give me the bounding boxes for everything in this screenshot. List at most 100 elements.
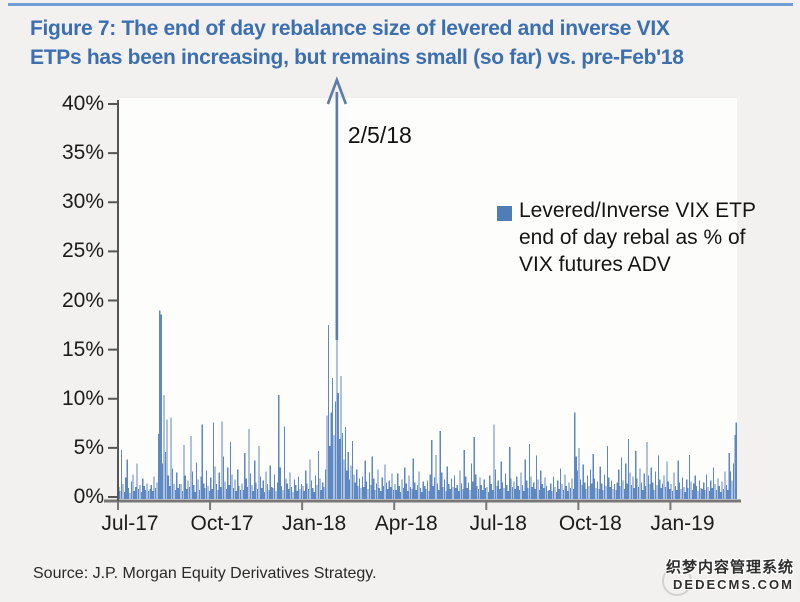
- bar: [501, 482, 504, 499]
- bar: [230, 441, 232, 499]
- bar: [215, 484, 218, 499]
- bar: [264, 492, 266, 499]
- bar: [298, 476, 300, 499]
- bar: [231, 474, 233, 499]
- bar: [656, 485, 658, 499]
- bar: [432, 486, 434, 499]
- bar: [679, 482, 681, 499]
- bar: [534, 489, 536, 499]
- bar: [652, 482, 654, 499]
- bar: [282, 490, 284, 499]
- bar: [456, 485, 458, 499]
- y-tick-label: 0%: [73, 485, 104, 508]
- bar: [245, 478, 247, 499]
- bar: [363, 487, 365, 499]
- bar: [547, 491, 549, 499]
- bar: [664, 487, 667, 499]
- bar: [140, 492, 142, 499]
- bar: [473, 437, 475, 499]
- bar: [249, 473, 252, 499]
- bar: [251, 485, 253, 499]
- bar: [196, 462, 198, 499]
- bar: [428, 491, 430, 499]
- bar: [564, 474, 566, 499]
- cms-watermark: 织梦内容管理系统 DEDECMS.COM: [666, 556, 794, 592]
- bar: [691, 490, 693, 499]
- title-top-rule: [8, 3, 793, 6]
- bar: [449, 489, 451, 499]
- bar: [419, 488, 422, 499]
- bar: [412, 458, 414, 499]
- bar: [272, 488, 274, 499]
- bar: [581, 485, 583, 499]
- bar: [247, 487, 249, 499]
- bar: [350, 465, 352, 499]
- bar: [207, 486, 209, 499]
- bar: [608, 477, 610, 499]
- bar: [305, 470, 307, 499]
- bar: [349, 479, 351, 499]
- bar: [511, 487, 514, 499]
- bar: [370, 485, 372, 499]
- bar: [327, 325, 329, 499]
- bar: [198, 490, 201, 499]
- bar: [443, 479, 446, 499]
- bar: [269, 465, 271, 499]
- bar: [176, 472, 178, 499]
- bar: [613, 484, 616, 499]
- bar: [129, 493, 131, 499]
- bar: [650, 467, 652, 499]
- y-tick-label: 15%: [61, 337, 104, 361]
- bar: [492, 490, 494, 499]
- bar: [735, 422, 737, 499]
- bar: [366, 481, 368, 499]
- bar: [388, 480, 390, 499]
- bar: [703, 482, 705, 499]
- bar: [466, 488, 468, 499]
- bar: [332, 378, 334, 499]
- bar: [244, 452, 246, 499]
- bar: [156, 482, 158, 499]
- bar: [572, 489, 574, 499]
- bar: [595, 488, 597, 499]
- bar: [731, 480, 733, 499]
- bar: [543, 488, 545, 499]
- bar: [162, 463, 164, 499]
- bar: [391, 473, 393, 499]
- bar: [558, 489, 560, 499]
- bar: [409, 487, 412, 499]
- bar: [545, 486, 548, 499]
- bar: [227, 467, 229, 499]
- bar: [698, 480, 701, 499]
- bar: [248, 429, 250, 499]
- bar: [401, 479, 403, 499]
- bar: [288, 489, 290, 499]
- bar: [187, 480, 189, 499]
- bar: [619, 486, 621, 499]
- bar: [479, 477, 481, 499]
- bar: [135, 487, 137, 499]
- bar: [720, 492, 722, 499]
- bar: [163, 394, 165, 499]
- bar: [322, 482, 324, 499]
- bar: [276, 482, 278, 499]
- bar: [358, 478, 361, 499]
- bar: [211, 489, 213, 499]
- cms-watermark-domain: DEDECMS.COM: [673, 577, 794, 592]
- bar: [623, 489, 625, 499]
- bar: [436, 483, 439, 499]
- figure-title-line1: Figure 7: The end of day rebalance size …: [30, 17, 670, 40]
- legend-label-line1: Levered/Inverse VIX ETP: [519, 199, 756, 222]
- bar: [567, 491, 569, 499]
- bar: [271, 487, 273, 499]
- bar: [421, 492, 423, 499]
- bar: [602, 490, 604, 499]
- bar: [320, 490, 322, 499]
- bar: [463, 449, 465, 499]
- bar: [407, 491, 409, 499]
- bar: [382, 486, 385, 499]
- bar: [390, 487, 392, 499]
- bar: [448, 484, 450, 499]
- bar: [242, 490, 244, 499]
- bar: [273, 474, 276, 499]
